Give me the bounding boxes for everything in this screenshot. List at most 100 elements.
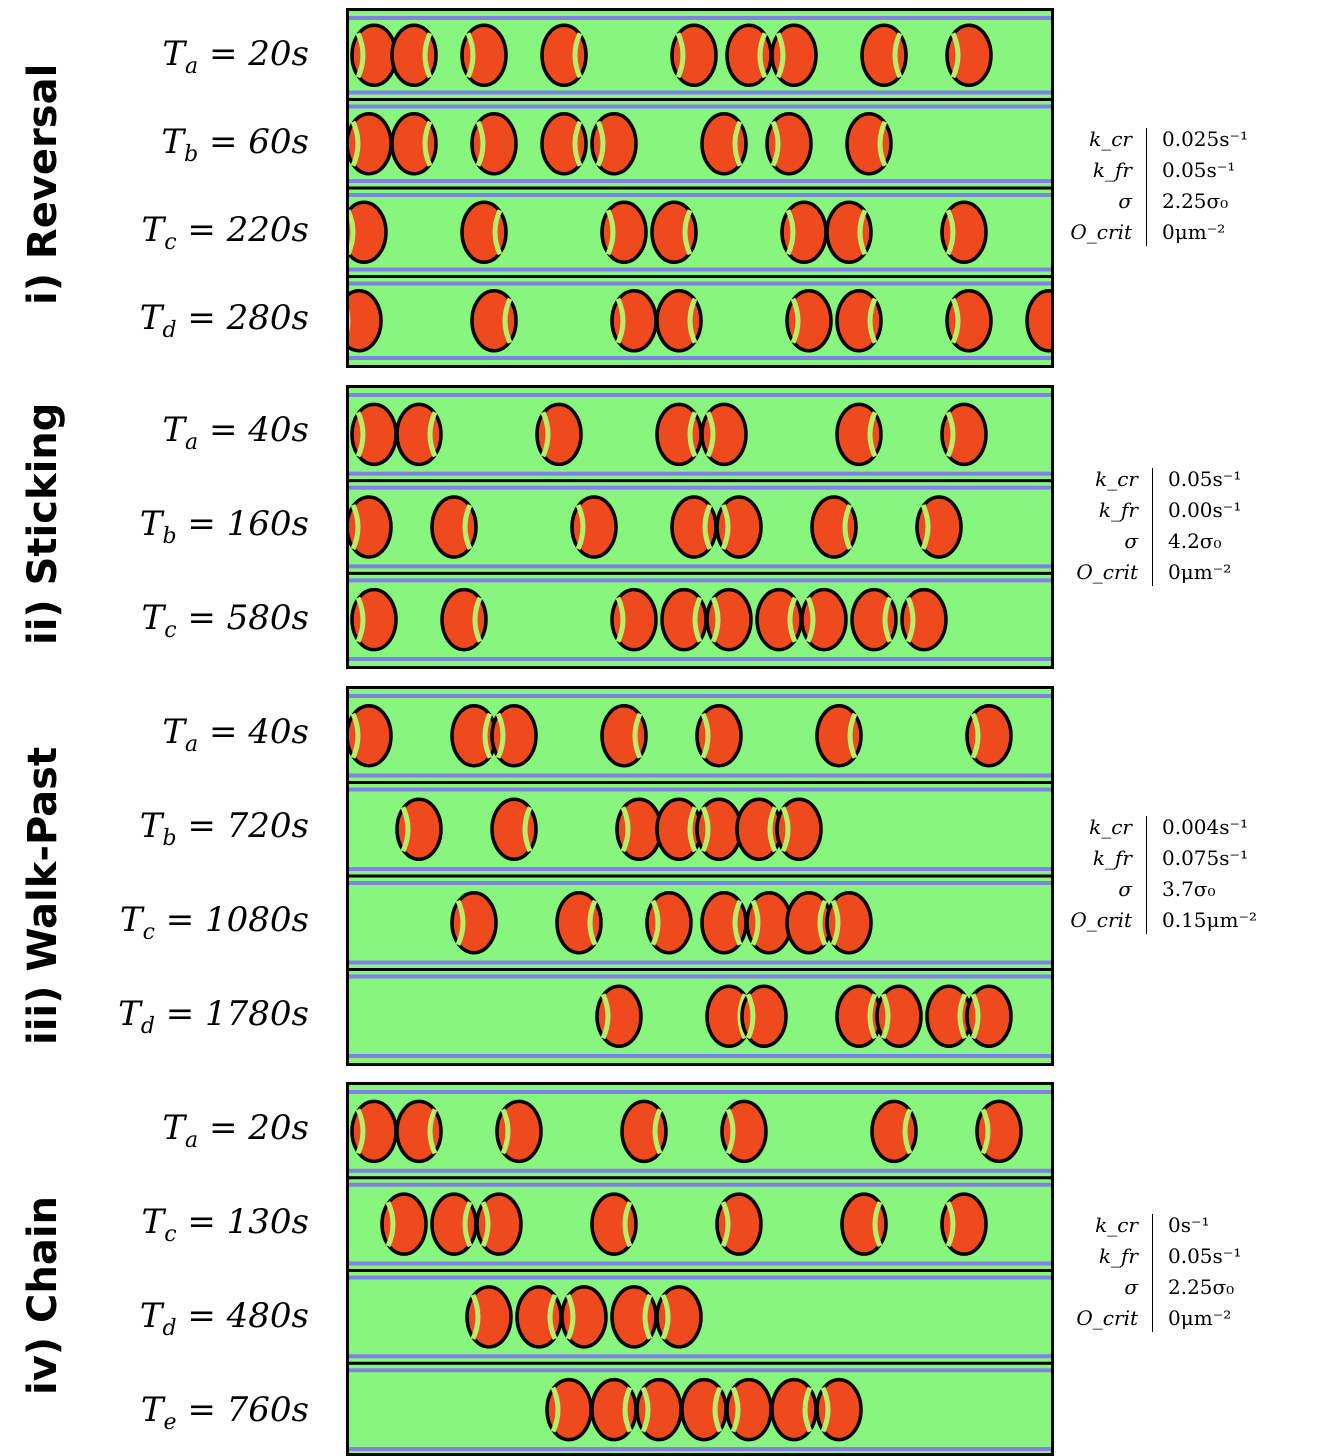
cell-front: [872, 1201, 883, 1248]
cell-front: [355, 596, 366, 643]
subscript: c: [164, 230, 177, 255]
cell: [870, 1099, 918, 1164]
channel-wall: [349, 90, 1051, 95]
cell: [350, 402, 398, 467]
cell: [590, 1377, 638, 1442]
cell-front: [950, 32, 961, 79]
channel-wall: [349, 179, 1051, 183]
channel-lane: [349, 1269, 1051, 1364]
lane-divider: [349, 98, 1051, 101]
channel-wall: [349, 356, 1051, 360]
cell: [535, 402, 583, 467]
param-keys: k_cr k_fr σ O_crit: [1068, 1210, 1138, 1334]
cell: [475, 1192, 523, 1256]
cell-front: [945, 411, 956, 458]
cell: [860, 23, 908, 87]
cell: [395, 797, 443, 861]
cell: [725, 1377, 773, 1442]
cell: [490, 797, 538, 861]
cell: [390, 23, 438, 87]
cell-front: [970, 712, 981, 759]
cell-front: [882, 596, 893, 643]
cell-front: [622, 1201, 633, 1248]
channel-lane: [349, 1361, 1051, 1453]
lane-divider: [349, 874, 1051, 878]
channel-lane: [349, 968, 1051, 1063]
cell-front: [587, 899, 598, 946]
cell-front: [422, 120, 433, 167]
cell: [770, 23, 818, 87]
cell-front: [945, 209, 956, 256]
channel-wall: [349, 1261, 1051, 1266]
cell: [965, 984, 1013, 1048]
cell: [560, 1285, 608, 1349]
cell: [595, 984, 643, 1048]
cell-front: [385, 1201, 396, 1248]
cell: [680, 1377, 728, 1442]
param-key: σ: [1118, 877, 1132, 901]
param-divider: [1152, 468, 1153, 586]
channel-lane: [349, 1085, 1051, 1178]
cell: [705, 984, 753, 1048]
cell: [745, 891, 793, 955]
cell: [570, 495, 618, 559]
cell: [845, 112, 893, 176]
cell: [460, 200, 508, 264]
cell: [700, 402, 748, 467]
subscript: c: [142, 920, 155, 945]
cell-front: [682, 209, 693, 256]
simulation-panel-reversal: [346, 8, 1054, 368]
simulation-panel-chain: [346, 1082, 1054, 1456]
cell: [610, 1285, 658, 1349]
cell-front: [770, 120, 781, 167]
param-key: k_fr: [1092, 158, 1132, 182]
cell-front: [572, 32, 583, 79]
cell: [440, 587, 488, 652]
cell-front: [687, 806, 698, 853]
param-value: 2.25σ₀: [1168, 1275, 1235, 1299]
cell: [725, 23, 773, 87]
cell: [620, 1099, 668, 1164]
cell-front: [470, 1293, 481, 1340]
cell: [840, 1192, 888, 1256]
lane-divider: [349, 1269, 1051, 1272]
param-key: O_crit: [1076, 560, 1138, 584]
cell: [450, 891, 498, 955]
param-keys: k_cr k_fr σ O_crit: [1062, 812, 1132, 936]
channel-lane: [349, 186, 1051, 277]
channel-lane: [349, 1176, 1051, 1271]
cell-front: [480, 1201, 491, 1248]
time-label: Tc = 580s: [141, 598, 309, 643]
channel-wall: [349, 1054, 1051, 1058]
panel-canvas: [349, 388, 1051, 666]
channel-wall: [349, 960, 1051, 965]
cell-front: [750, 899, 761, 946]
subscript: a: [185, 54, 199, 79]
cell-front: [687, 297, 698, 344]
cell-body: [349, 704, 393, 768]
cell-front: [720, 503, 731, 551]
cell-front: [775, 32, 786, 79]
cell-front: [867, 993, 878, 1040]
cell-front: [565, 1293, 576, 1340]
cell: [770, 1377, 818, 1442]
cell: [765, 112, 813, 176]
cell: [940, 1192, 988, 1256]
cell: [349, 112, 393, 176]
channel-wall: [349, 1354, 1051, 1359]
lane-divider: [349, 275, 1051, 278]
cell-front: [805, 596, 816, 643]
param-key: σ: [1118, 189, 1132, 213]
cell-front: [675, 32, 686, 79]
cell: [810, 495, 858, 559]
subscript: b: [162, 826, 177, 851]
cell-front: [980, 1108, 991, 1155]
cell-front: [692, 596, 703, 643]
cell: [350, 1099, 398, 1164]
cell-front: [642, 1293, 653, 1340]
param-keys: k_cr k_fr σ O_crit: [1062, 124, 1132, 248]
param-value: 2.25σ₀: [1162, 189, 1229, 213]
cell-front: [880, 993, 891, 1040]
channel-wall: [349, 16, 1051, 20]
cell-front: [712, 1386, 723, 1433]
